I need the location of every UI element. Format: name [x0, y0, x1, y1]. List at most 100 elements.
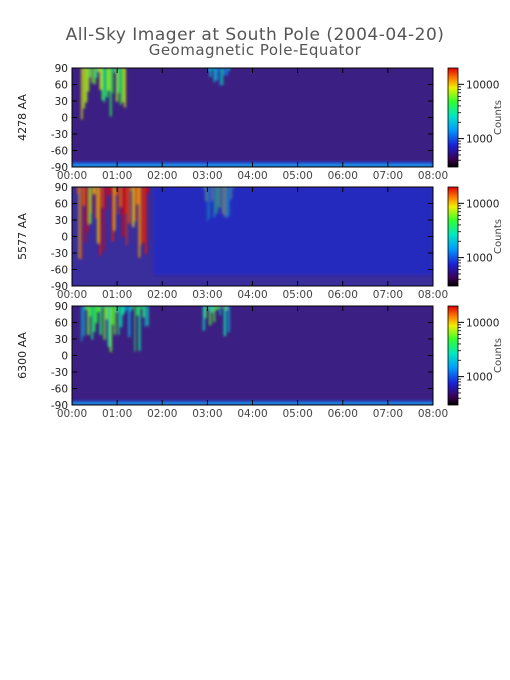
x-tick-label: 04:00	[237, 170, 267, 182]
heatmap-streak	[115, 68, 119, 102]
y-tick-label: 0	[61, 113, 68, 125]
colorbar	[447, 305, 459, 406]
heatmap-streak	[202, 306, 205, 331]
y-tick-label: 90	[55, 63, 68, 75]
y-tick-label: 0	[61, 232, 68, 244]
colorbar-label: Counts	[493, 219, 504, 254]
x-tick-label: 03:00	[192, 170, 222, 182]
y-tick-label: -90	[51, 281, 68, 293]
heatmap-feature	[153, 187, 433, 275]
heatmap-streak	[211, 68, 214, 70]
y-tick-label: 90	[55, 301, 68, 313]
heatmap-streak	[93, 187, 96, 195]
heatmap-streak	[146, 306, 149, 326]
heatmap-streak	[99, 187, 102, 256]
heatmap-streak	[122, 68, 125, 103]
y-tick-label: 30	[55, 334, 68, 346]
heatmap-streak	[122, 306, 125, 316]
heatmap-streak	[105, 187, 107, 210]
x-tick-label: 03:00	[192, 408, 222, 420]
heatmap-streak	[132, 187, 135, 228]
heatmap-streak	[103, 68, 106, 103]
y-tick-label: -60	[51, 265, 68, 277]
heatmap-streak	[138, 187, 141, 258]
x-tick-label: 02:00	[147, 408, 177, 420]
x-tick-label: 05:00	[282, 170, 312, 182]
colorbar-tick-label: 10000	[466, 79, 499, 91]
x-tick-label: 00:00	[57, 408, 87, 420]
x-tick-label: 06:00	[328, 408, 358, 420]
heatmap-feature	[202, 306, 230, 337]
heatmap-streak	[76, 187, 79, 194]
y-tick-label: -60	[51, 384, 68, 396]
heatmap-streak	[101, 187, 103, 208]
colorbar-tick-label: 10000	[466, 317, 499, 329]
heatmap-streak	[142, 306, 145, 318]
heatmap-streak	[78, 187, 80, 259]
heatmap-streak	[126, 187, 128, 246]
chart-subtitle: Geomagnetic Pole-Equator	[148, 41, 362, 59]
y-tick-label: -90	[51, 162, 68, 174]
heatmap-streak	[227, 68, 231, 71]
x-tick-label: 05:00	[282, 408, 312, 420]
heatmap-streak	[95, 306, 98, 324]
heatmap-streak	[128, 187, 131, 224]
heatmap-streak	[140, 187, 143, 245]
heatmap-streak	[111, 68, 114, 94]
heatmap-streak	[124, 306, 126, 313]
heatmap-streak	[213, 306, 216, 323]
heatmap-streak	[113, 306, 116, 335]
heatmap-streak	[211, 306, 214, 313]
heatmap-streak	[134, 187, 137, 222]
heatmap-streak	[82, 187, 85, 206]
heatmap-streak	[91, 306, 94, 340]
x-tick-label: 01:00	[102, 170, 132, 182]
heatmap-streak	[117, 68, 120, 93]
heatmap-streak	[119, 68, 122, 105]
heatmap-streak	[207, 68, 210, 71]
heatmap-streak	[89, 68, 91, 78]
heatmap-streak	[97, 187, 100, 244]
x-tick-label: 06:00	[328, 289, 358, 301]
heatmap-streak	[132, 306, 134, 309]
x-tick-label: 00:00	[57, 289, 87, 301]
heatmap-background	[72, 68, 433, 167]
y-axis-label: 4278 AA	[16, 94, 29, 141]
heatmap-streak	[136, 187, 139, 205]
heatmap-streak	[223, 68, 226, 75]
heatmap-streak	[103, 187, 105, 252]
heatmap-streak	[97, 68, 100, 72]
heatmap-streak	[99, 68, 102, 90]
x-tick-label: 02:00	[147, 289, 177, 301]
heatmap-streak	[225, 68, 229, 76]
heatmap-streak	[101, 306, 103, 308]
heatmap-streak	[87, 68, 90, 92]
heatmap-streak	[117, 187, 120, 215]
heatmap-streak	[225, 306, 228, 311]
heatmap-streak	[121, 187, 125, 237]
heatmap-streak	[215, 68, 218, 81]
heatmap-streak	[89, 306, 92, 317]
heatmap-streak	[136, 306, 139, 316]
heatmap-streak	[113, 187, 116, 231]
x-tick-label: 05:00	[282, 289, 312, 301]
y-tick-label: 60	[55, 80, 68, 92]
heatmap-streak	[204, 306, 207, 319]
heatmap-streak	[117, 306, 120, 336]
heatmap-streak	[223, 306, 227, 337]
heatmap-streak	[138, 306, 141, 351]
heatmap-streak	[83, 306, 85, 337]
x-tick-label: 01:00	[102, 408, 132, 420]
colorbar-tick-label: 1000	[466, 134, 493, 146]
heatmap-streak	[124, 68, 126, 108]
heatmap-streak	[105, 306, 108, 320]
heatmap-streak	[105, 68, 109, 98]
x-tick-label: 08:00	[418, 289, 448, 301]
heatmap-streak	[90, 187, 93, 214]
heatmap-background	[72, 306, 433, 405]
heatmap-streak	[107, 68, 111, 91]
heatmap-streak	[109, 306, 112, 353]
y-axis-label: 6300 AA	[16, 332, 29, 379]
heatmap-streak	[85, 68, 88, 103]
